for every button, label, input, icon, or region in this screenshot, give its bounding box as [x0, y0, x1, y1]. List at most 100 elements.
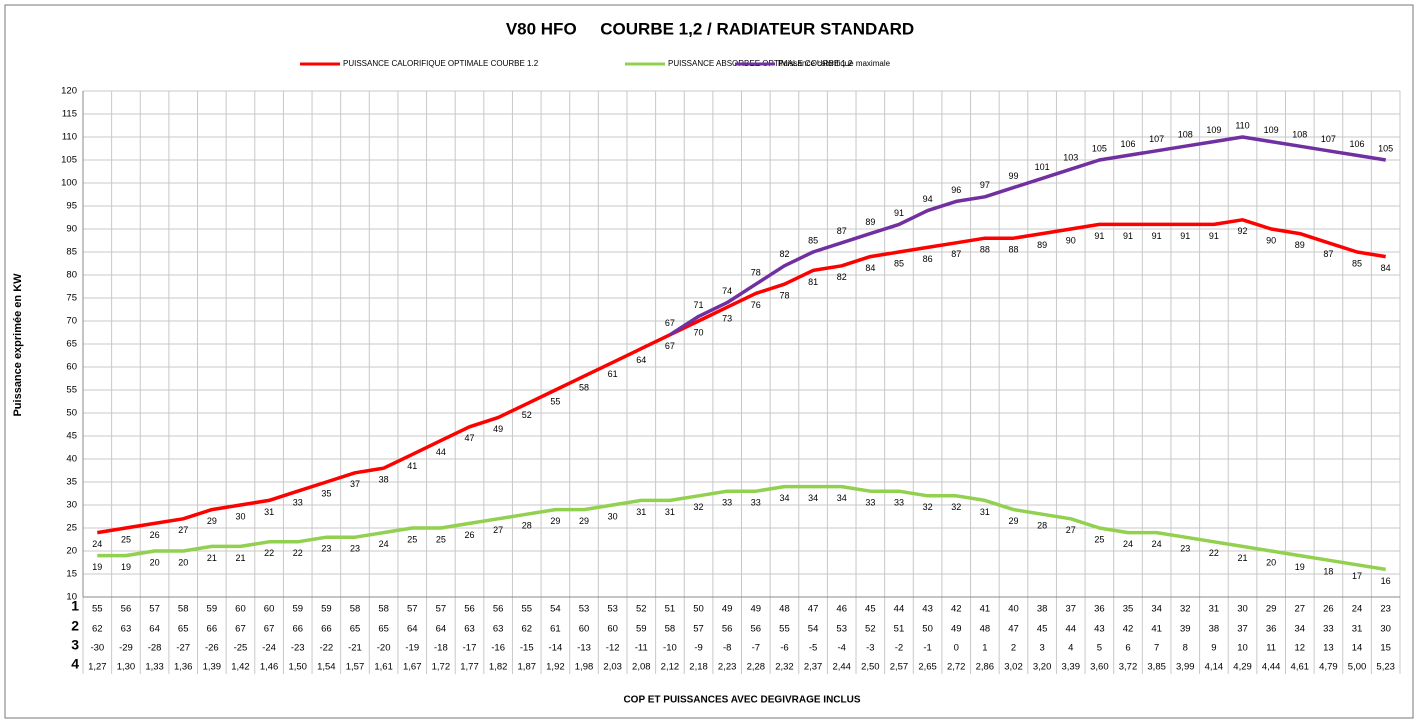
table-cell: 1,54 — [317, 662, 336, 673]
data-label: 101 — [1035, 162, 1050, 172]
table-cell: 10 — [1237, 643, 1248, 654]
y-tick-label: 120 — [61, 86, 77, 97]
table-cell: 3,39 — [1062, 662, 1081, 673]
table-cell: 66 — [321, 624, 332, 635]
data-label: 86 — [923, 254, 933, 264]
data-label: 109 — [1206, 125, 1221, 135]
table-cell: 30 — [1237, 604, 1248, 615]
table-cell: 47 — [808, 604, 819, 615]
data-label: 85 — [1352, 258, 1362, 268]
data-label: 64 — [636, 355, 646, 365]
table-cell: 50 — [922, 624, 933, 635]
table-cell: 5 — [1097, 643, 1102, 654]
data-label: 78 — [751, 268, 761, 278]
table-row-label: 2 — [71, 618, 79, 634]
data-label: 19 — [121, 562, 131, 572]
table-cell: 1,33 — [145, 662, 164, 673]
data-label: 44 — [436, 447, 446, 457]
y-tick-label: 115 — [62, 109, 77, 120]
table-cell: 36 — [1094, 604, 1105, 615]
table-cell: 2,65 — [918, 662, 937, 673]
data-label: 32 — [951, 502, 961, 512]
data-label: 25 — [407, 534, 417, 544]
table-cell: 63 — [464, 624, 475, 635]
table-cell: 6 — [1125, 643, 1130, 654]
table-cell: -13 — [577, 643, 591, 654]
data-label: 81 — [808, 277, 818, 287]
series-line — [97, 218, 1386, 535]
table-cell: 1,39 — [203, 662, 222, 673]
legend-label: PUISSANCE CALORIFIQUE OPTIMALE COURBE 1.… — [343, 59, 539, 68]
table-cell: -14 — [549, 643, 563, 654]
data-label: 88 — [980, 245, 990, 255]
data-label: 33 — [722, 498, 732, 508]
data-label: 94 — [923, 194, 933, 204]
table-cell: 1,98 — [575, 662, 594, 673]
table-cell: 52 — [636, 604, 647, 615]
table-cell: 44 — [894, 604, 905, 615]
data-label: 90 — [1066, 235, 1076, 245]
data-label: 91 — [1180, 231, 1190, 241]
data-label: 37 — [350, 479, 360, 489]
data-label: 26 — [465, 530, 475, 540]
data-label: 90 — [1266, 235, 1276, 245]
data-label: 103 — [1063, 153, 1078, 163]
table-cell: 64 — [407, 624, 418, 635]
table-cell: 55 — [521, 604, 532, 615]
data-label: 70 — [694, 327, 704, 337]
table-cell: 51 — [665, 604, 676, 615]
data-label: 89 — [865, 217, 875, 227]
data-label: 91 — [1123, 231, 1133, 241]
series-line — [668, 135, 1386, 337]
data-label: 91 — [894, 208, 904, 218]
table-cell: 3,02 — [1004, 662, 1023, 673]
table-cell: 40 — [1008, 604, 1019, 615]
data-label: 87 — [1323, 249, 1333, 259]
table-cell: 2,86 — [976, 662, 995, 673]
table-cell: 27 — [1295, 604, 1306, 615]
table-cell: 64 — [436, 624, 447, 635]
y-tick-label: 10 — [66, 592, 77, 603]
table-cell: 31 — [1209, 604, 1220, 615]
table-cell: 60 — [235, 604, 246, 615]
table-cell: 33 — [1323, 624, 1334, 635]
series-line — [97, 484, 1386, 572]
table-cell: 38 — [1209, 624, 1220, 635]
data-label: 28 — [1037, 521, 1047, 531]
y-tick-label: 50 — [66, 408, 77, 419]
data-label: 29 — [579, 516, 589, 526]
table-cell: 1 — [982, 643, 987, 654]
data-label: 82 — [837, 272, 847, 282]
table-cell: 4,61 — [1291, 662, 1310, 673]
data-label: 87 — [837, 226, 847, 236]
table-cell: 38 — [1037, 604, 1048, 615]
table-cell: 1,72 — [432, 662, 451, 673]
table-cell: 39 — [1180, 624, 1191, 635]
table-cell: 34 — [1295, 624, 1306, 635]
table-cell: -25 — [234, 643, 248, 654]
y-tick-label: 90 — [66, 224, 77, 235]
table-cell: -16 — [491, 643, 505, 654]
y-tick-label: 70 — [66, 316, 77, 327]
y-tick-label: 20 — [66, 546, 77, 557]
table-cell: 36 — [1266, 624, 1277, 635]
table-cell: 37 — [1065, 604, 1076, 615]
y-tick-label: 15 — [66, 569, 77, 580]
y-tick-label: 105 — [61, 155, 77, 166]
table-cell: 8 — [1183, 643, 1188, 654]
data-label: 49 — [493, 424, 503, 434]
data-label: 21 — [1238, 553, 1248, 563]
table-cell: -17 — [463, 643, 477, 654]
table-cell: 52 — [865, 624, 876, 635]
table-cell: 1,46 — [260, 662, 279, 673]
y-tick-label: 100 — [61, 178, 77, 189]
table-cell: -1 — [923, 643, 931, 654]
data-label: 34 — [779, 493, 789, 503]
data-label: 34 — [808, 493, 818, 503]
table-cell: 43 — [922, 604, 933, 615]
data-label: 17 — [1352, 571, 1362, 581]
table-cell: -26 — [205, 643, 219, 654]
table-cell: 47 — [1008, 624, 1019, 635]
table-cell: 7 — [1154, 643, 1159, 654]
table-cell: 12 — [1295, 643, 1306, 654]
